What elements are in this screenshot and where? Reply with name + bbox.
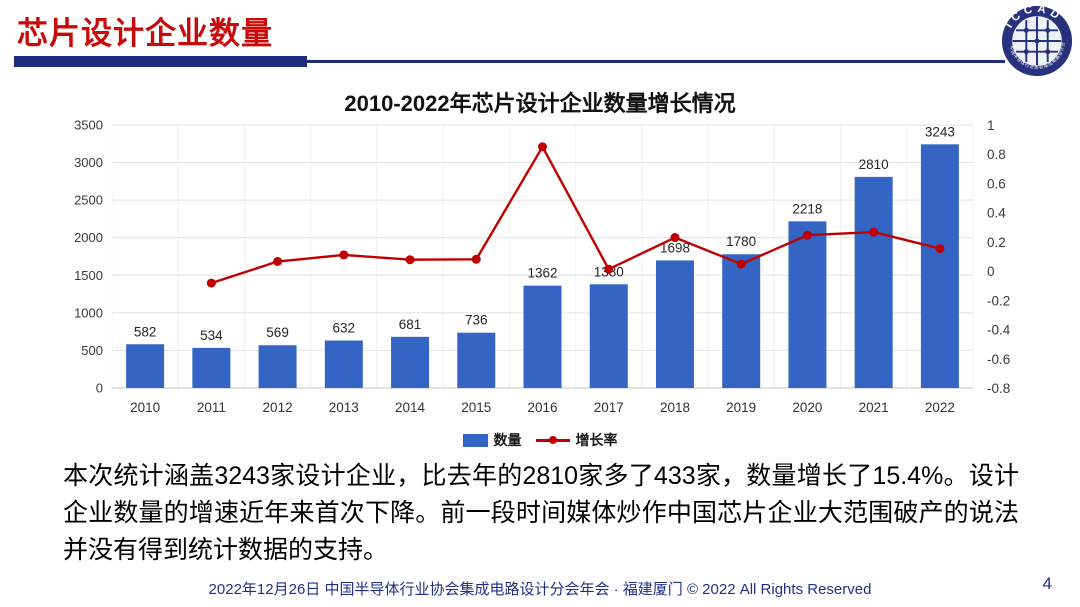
bar-value-label: 1780	[726, 234, 756, 249]
legend-label-growth-rate: 增长率	[575, 432, 618, 448]
chart-legend: 数量 增长率	[0, 430, 1080, 450]
legend-item-growth-rate: 增长率	[535, 430, 618, 450]
right-axis-tick: 0.2	[987, 235, 1006, 250]
chart-title: 2010-2022年芯片设计企业数量增长情况	[344, 91, 736, 116]
line-marker-icon	[535, 434, 570, 447]
logo-grid-icon	[1012, 16, 1062, 66]
left-axis-tick: 500	[81, 343, 103, 358]
bar-value-label: 736	[465, 313, 488, 328]
bar-swatch-icon	[462, 433, 488, 447]
x-axis-label: 2020	[792, 400, 822, 415]
x-axis-label: 2016	[527, 400, 557, 415]
legend-label-quantity: 数量	[493, 432, 522, 448]
line-marker	[736, 259, 746, 269]
right-axis-tick: -0.2	[987, 293, 1010, 308]
title-underline-thin	[307, 60, 1005, 63]
page-number: 4	[1042, 574, 1052, 593]
bar	[655, 260, 694, 388]
summary-paragraph: 本次统计涵盖3243家设计企业，比去年的2810家多了433家，数量增长了15.…	[63, 462, 1019, 564]
left-axis-tick: 2000	[74, 230, 103, 245]
bar-value-label: 2810	[859, 157, 889, 172]
right-axis-tick: 1	[987, 118, 995, 133]
left-axis-tick: 1000	[74, 305, 103, 320]
x-axis-label: 2014	[395, 400, 426, 415]
x-axis-label: 2022	[925, 400, 955, 415]
x-axis-label: 2010	[130, 400, 160, 415]
legend-item-quantity: 数量	[462, 430, 522, 450]
left-axis-tick: 2500	[74, 193, 103, 208]
line-marker	[869, 227, 879, 237]
bar-value-label: 1698	[660, 240, 690, 255]
bar	[457, 332, 496, 388]
left-axis-tick: 0	[96, 381, 103, 396]
left-axis-tick: 3000	[74, 155, 103, 170]
line-marker	[802, 230, 812, 240]
x-axis-label: 2011	[197, 400, 226, 415]
bar-line-chart: 0 500 1000 1500 2000 2500 3000 3500 -0.8 -0.6 -0.4…	[74, 118, 1011, 415]
left-axis-tick: 3500	[74, 118, 103, 133]
bar-value-label: 534	[200, 328, 223, 343]
bar	[126, 344, 165, 388]
bar-value-label: 1362	[527, 266, 557, 281]
bar	[391, 336, 430, 388]
line-marker	[604, 264, 614, 274]
page-title: 芯片设计企业数量	[17, 16, 273, 51]
bar-value-label: 632	[333, 321, 356, 336]
line-marker	[471, 254, 481, 264]
bar-value-label: 569	[266, 325, 289, 340]
line-marker	[538, 142, 547, 152]
bar	[920, 144, 959, 388]
bar	[523, 285, 562, 388]
left-axis-tick: 1500	[74, 268, 103, 283]
logo-grid-dots	[1023, 27, 1051, 55]
x-axis-label: 2019	[726, 400, 756, 415]
bar	[854, 176, 893, 388]
footer-copyright: 2022年12月26日 中国半导体行业协会集成电路设计分会年会 · 福建厦门 ©…	[208, 581, 872, 598]
line-marker	[670, 233, 680, 243]
bar-value-label: 582	[134, 324, 157, 339]
line-marker	[206, 278, 216, 288]
iccad-logo: ICCAD 中国半导体行业协会集成电路设计分会	[1000, 4, 1073, 77]
x-axis-label: 2015	[461, 400, 491, 415]
bar-value-label: 681	[399, 317, 422, 332]
title-underline-thick	[14, 56, 307, 67]
bar	[324, 340, 363, 388]
bar	[788, 221, 827, 388]
right-axis-tick: 0.4	[987, 206, 1006, 221]
line-marker	[339, 250, 349, 260]
right-axis-tick: 0.8	[987, 147, 1006, 162]
bar	[722, 254, 761, 388]
x-axis-label: 2013	[329, 400, 359, 415]
growth-rate-line	[210, 144, 941, 285]
right-axis-tick: -0.8	[987, 381, 1010, 396]
bar-value-label: 2218	[792, 201, 822, 216]
bar-value-label: 3243	[925, 124, 955, 139]
x-axis-label: 2012	[263, 400, 293, 415]
right-axis-tick: 0	[987, 264, 995, 279]
x-axis-label: 2017	[594, 400, 624, 415]
line-marker	[273, 256, 283, 266]
line-marker	[405, 255, 415, 265]
x-axis-label: 2018	[660, 400, 690, 415]
right-axis-tick: 0.6	[987, 176, 1006, 191]
line-marker	[935, 244, 945, 254]
bar	[589, 284, 628, 388]
right-axis-tick: -0.4	[987, 323, 1011, 338]
right-axis-tick: -0.6	[987, 352, 1010, 367]
x-axis-label: 2021	[859, 400, 889, 415]
bar	[258, 345, 297, 388]
bar	[192, 347, 231, 388]
